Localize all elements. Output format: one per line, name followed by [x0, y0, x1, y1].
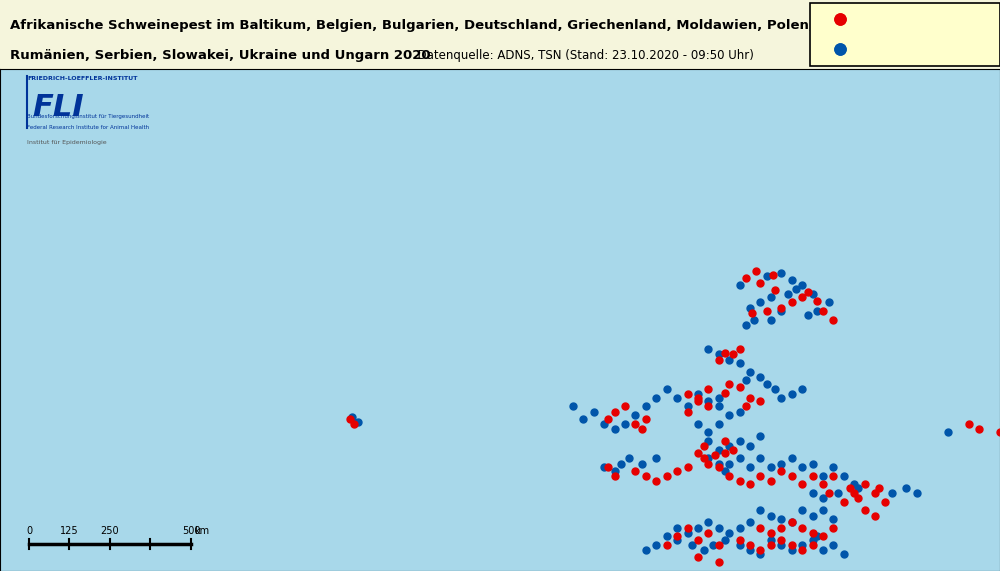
Text: Rumänien, Serbien, Slowakei, Ukraine und Ungarn 2020: Rumänien, Serbien, Slowakei, Ukraine und… — [10, 49, 431, 62]
Text: Hausschwein: Hausschwein — [855, 13, 937, 26]
Text: Federal Research Institute for Animal Health: Federal Research Institute for Animal He… — [27, 125, 149, 130]
Text: FLI: FLI — [32, 93, 84, 122]
Text: Hausschwein: Hausschwein — [855, 13, 937, 26]
Text: 500: 500 — [182, 525, 200, 536]
Text: 125: 125 — [60, 525, 79, 536]
Text: 250: 250 — [101, 525, 119, 536]
Text: Datenquelle: ADNS, TSN (Stand: 23.10.2020 - 09:50 Uhr): Datenquelle: ADNS, TSN (Stand: 23.10.202… — [410, 49, 754, 62]
Text: 0: 0 — [26, 525, 32, 536]
Text: Bundesforschungsinstitut für Tiergesundheit: Bundesforschungsinstitut für Tiergesundh… — [27, 114, 149, 119]
FancyBboxPatch shape — [810, 3, 1000, 66]
Text: Afrikanische Schweinepest im Baltikum, Belgien, Bulgarien, Deutschland, Griechen: Afrikanische Schweinepest im Baltikum, B… — [10, 19, 814, 32]
Text: Wildschwein: Wildschwein — [855, 43, 933, 56]
Text: FRIEDRICH-LOEFFLER-INSTITUT: FRIEDRICH-LOEFFLER-INSTITUT — [27, 76, 137, 81]
Text: km: km — [195, 525, 210, 536]
Text: Wildschwein: Wildschwein — [855, 43, 933, 56]
Text: Institut für Epidemiologie: Institut für Epidemiologie — [27, 140, 107, 145]
